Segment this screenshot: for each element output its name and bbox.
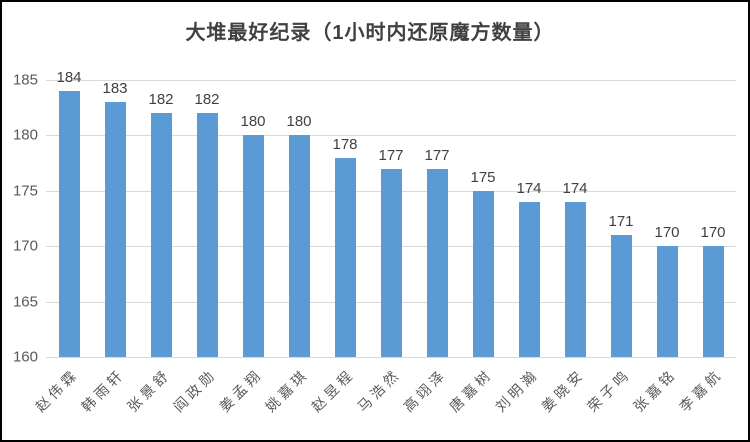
bar-value-label: 183 — [102, 80, 128, 98]
bar-column: 177 — [368, 80, 414, 357]
bar-value-label: 182 — [194, 91, 220, 109]
x-axis: 赵伟霖 韩雨轩 张景舒 阎政勋 姜孟翔 姚嘉琪 赵昱程 马浩然 高翊泽 唐嘉树 刘明瀚 姜晓安 荣子鸣张… — [32, 359, 736, 440]
bar-value-label: 184 — [56, 69, 82, 87]
bar — [426, 168, 448, 357]
bar — [564, 201, 586, 357]
bar-value-label: 177 — [378, 146, 404, 164]
bar-value-label: 175 — [470, 168, 496, 186]
bar-value-label: 180 — [240, 113, 266, 131]
y-tick-label: 175 — [12, 182, 38, 200]
bar — [472, 190, 494, 357]
bar-value-label: 177 — [424, 146, 450, 164]
bar-column: 175 — [460, 80, 506, 357]
y-tick-label: 160 — [12, 348, 38, 366]
bar-value-label: 182 — [148, 91, 174, 109]
gridline — [46, 357, 736, 358]
y-axis: 185 180 175 170 165 160 — [2, 72, 42, 366]
bar-column: 170 — [690, 80, 736, 357]
bar-value-label: 170 — [700, 224, 726, 242]
bar — [380, 168, 402, 357]
bar-value-label: 170 — [654, 224, 680, 242]
bar — [656, 246, 678, 357]
bar-column: 178 — [322, 80, 368, 357]
bar — [334, 157, 356, 357]
y-tick-label: 165 — [12, 293, 38, 311]
bar-column: 182 — [138, 80, 184, 357]
bar-column: 183 — [92, 80, 138, 357]
bar-column: 180 — [230, 80, 276, 357]
bar-column: 184 — [46, 69, 92, 357]
bar-column: 177 — [414, 80, 460, 357]
bars-container: 184 183 182 182 180 180 178 177 177 175 174 174 171 1… — [46, 69, 736, 357]
y-tick-label: 185 — [12, 71, 38, 89]
bar-column: 174 — [506, 80, 552, 357]
chart-title: 大堆最好纪录（1小时内还原魔方数量） — [185, 22, 555, 44]
bar-value-label: 171 — [608, 213, 634, 231]
bar-column: 180 — [276, 80, 322, 357]
bar-value-label: 180 — [286, 113, 312, 131]
gridline — [46, 135, 736, 137]
y-tick-label: 180 — [12, 126, 38, 144]
x-tick: 李嘉航 — [676, 359, 736, 440]
gridline — [46, 80, 736, 81]
bar — [702, 246, 724, 357]
bar-column: 170 — [644, 80, 690, 357]
bar-value-label: 174 — [516, 179, 542, 197]
bar — [104, 102, 126, 357]
bar-column: 182 — [184, 80, 230, 357]
bar — [288, 135, 310, 357]
bar — [196, 113, 218, 357]
y-tick-label: 170 — [12, 237, 38, 255]
bar-column: 171 — [598, 80, 644, 357]
bar — [58, 91, 80, 357]
bar-value-label: 174 — [562, 179, 588, 197]
x-tick-label: 赵伟霖 — [32, 365, 82, 415]
bar — [150, 113, 172, 357]
bar-value-label: 178 — [332, 135, 358, 153]
bar — [518, 201, 540, 357]
bar — [242, 135, 264, 357]
plot-area: 184 183 182 182 180 180 178 177 177 175 174 174 171 1… — [46, 69, 736, 358]
bar — [610, 235, 632, 357]
bar-column: 174 — [552, 80, 598, 357]
